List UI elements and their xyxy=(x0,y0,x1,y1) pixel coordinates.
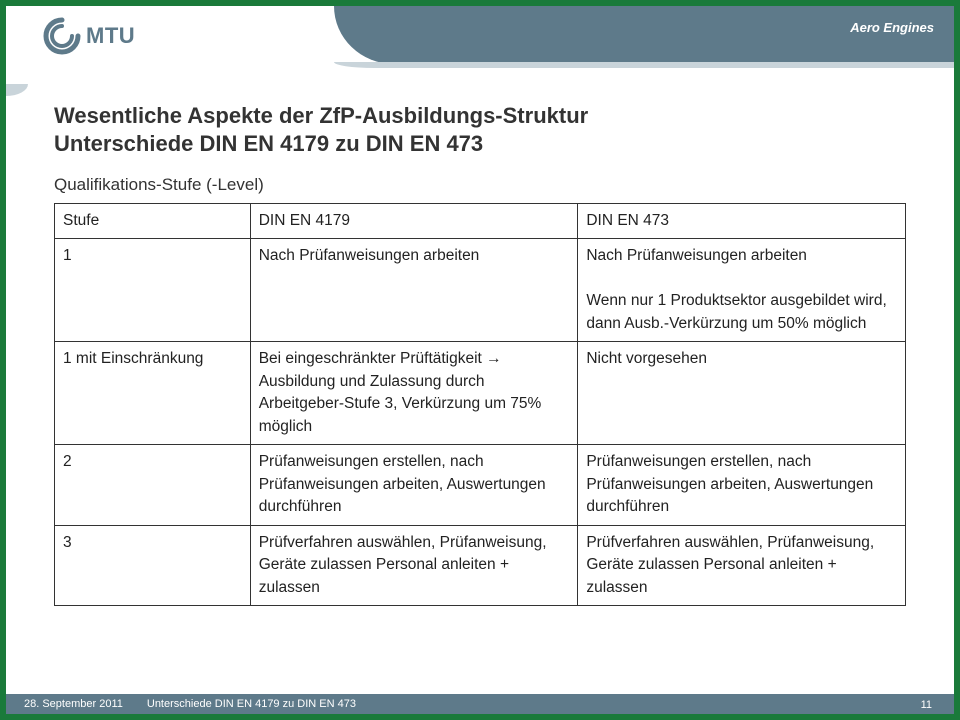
comparison-table: Stufe DIN EN 4179 DIN EN 473 1Nach Prüfa… xyxy=(54,203,906,606)
table-row: 1Nach Prüfanweisungen arbeitenNach Prüfa… xyxy=(55,239,906,342)
content-area: Wesentliche Aspekte der ZfP-Ausbildungs-… xyxy=(54,102,906,606)
footer-doc-title: Unterschiede DIN EN 4179 zu DIN EN 473 xyxy=(147,698,356,710)
slide-subtitle: Qualifikations-Stufe (-Level) xyxy=(54,175,906,195)
cell-stufe: 1 mit Einschränkung xyxy=(55,342,251,445)
cell-en4179: Bei eingeschränkter Prüftätigkeit → Ausb… xyxy=(250,342,578,445)
slide-title: Wesentliche Aspekte der ZfP-Ausbildungs-… xyxy=(54,102,906,157)
table-row: 2Prüfanweisungen erstellen, nach Prüfanw… xyxy=(55,445,906,525)
slide-frame: Aero Engines MTU Wesentliche Aspekte der… xyxy=(0,0,960,720)
table-header-row: Stufe DIN EN 4179 DIN EN 473 xyxy=(55,204,906,239)
brand-logo: MTU xyxy=(42,16,135,56)
col-header-4179: DIN EN 4179 xyxy=(250,204,578,239)
cell-en4179: Prüfanweisungen erstellen, nach Prüfanwe… xyxy=(250,445,578,525)
header-swoosh-accent xyxy=(334,62,954,68)
table-row: 3Prüfverfahren auswählen, Prüfanweisung,… xyxy=(55,525,906,605)
cell-en473: Prüfanweisungen erstellen, nach Prüfanwe… xyxy=(578,445,906,525)
slide-footer: 28. September 2011 Unterschiede DIN EN 4… xyxy=(6,694,954,714)
cell-en473: Prüfverfahren auswählen, Prüfanweisung, … xyxy=(578,525,906,605)
cell-stufe: 2 xyxy=(55,445,251,525)
footer-date: 28. September 2011 xyxy=(24,698,123,710)
header-swoosh xyxy=(334,6,954,64)
table-row: 1 mit EinschränkungBei eingeschränkter P… xyxy=(55,342,906,445)
brand-text: MTU xyxy=(86,23,135,49)
cell-en473: Nicht vorgesehen xyxy=(578,342,906,445)
cell-en4179: Prüfverfahren auswählen, Prüfanweisung, … xyxy=(250,525,578,605)
brand-subtext: Aero Engines xyxy=(850,20,934,35)
col-header-473: DIN EN 473 xyxy=(578,204,906,239)
left-accent xyxy=(6,84,28,96)
title-line-1: Wesentliche Aspekte der ZfP-Ausbildungs-… xyxy=(54,103,588,128)
footer-page-number: 11 xyxy=(921,699,932,711)
col-header-stufe: Stufe xyxy=(55,204,251,239)
table-body: 1Nach Prüfanweisungen arbeitenNach Prüfa… xyxy=(55,239,906,606)
cell-en4179: Nach Prüfanweisungen arbeiten xyxy=(250,239,578,342)
cell-en473: Nach Prüfanweisungen arbeitenWenn nur 1 … xyxy=(578,239,906,342)
cell-stufe: 1 xyxy=(55,239,251,342)
swirl-icon xyxy=(42,16,82,56)
cell-stufe: 3 xyxy=(55,525,251,605)
title-line-2: Unterschiede DIN EN 4179 zu DIN EN 473 xyxy=(54,131,483,156)
header-band: Aero Engines MTU xyxy=(6,6,954,84)
